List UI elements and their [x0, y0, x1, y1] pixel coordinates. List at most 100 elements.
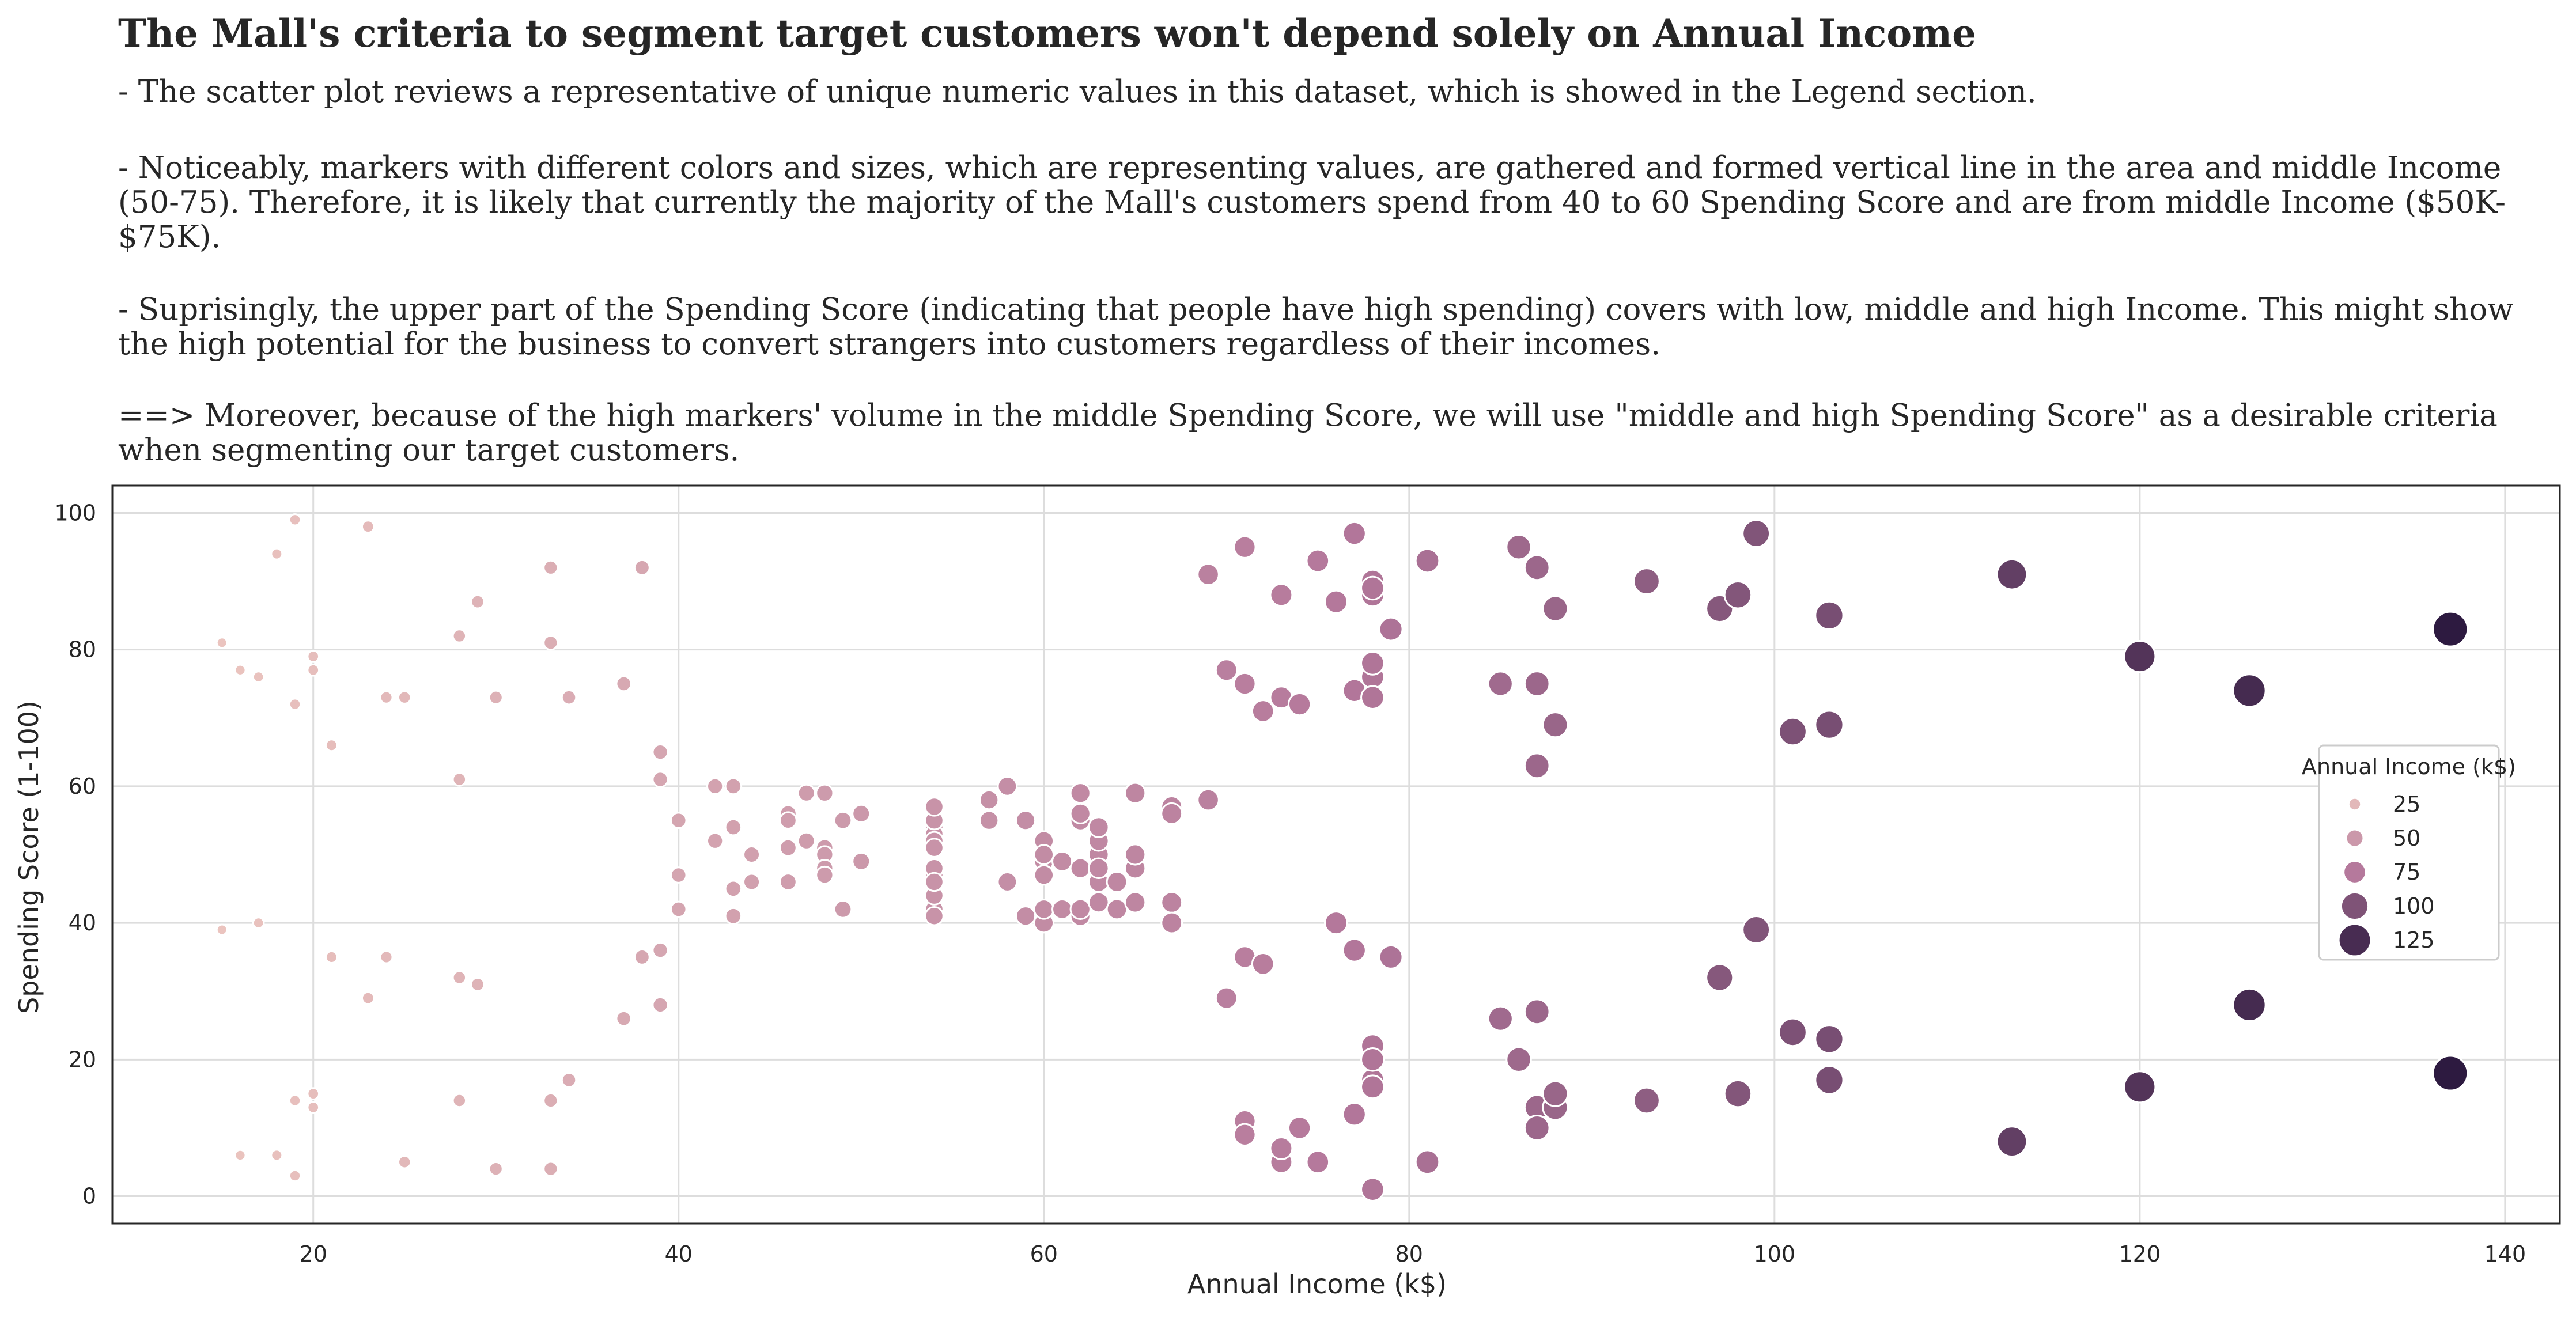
- scatter-point: [1742, 915, 1771, 944]
- x-axis-ticks: 20 40 60 80 100 120 140: [300, 1241, 2526, 1267]
- scatter-point: [706, 832, 724, 850]
- scatter-point: [1342, 521, 1367, 546]
- legend-marker: [2343, 860, 2367, 884]
- scatter-point: [833, 811, 853, 830]
- scatter-point: [1015, 906, 1037, 927]
- scatter-point: [452, 970, 467, 985]
- legend-entry-label: 25: [2393, 791, 2420, 817]
- scatter-point: [1069, 857, 1091, 879]
- scatter-point: [1342, 938, 1367, 963]
- scatter-point: [1360, 1047, 1385, 1072]
- description-paragraph-1: - The scatter plot reviews a representat…: [118, 74, 2037, 109]
- scatter-point: [1523, 1115, 1550, 1141]
- scatter-point: [1287, 1116, 1312, 1140]
- scatter-point: [324, 738, 338, 752]
- scatter-point: [361, 991, 375, 1005]
- scatter-point: [398, 1155, 412, 1169]
- scatter-point: [307, 1101, 320, 1114]
- scatter-point: [1742, 519, 1771, 548]
- x-tick-label: 120: [2119, 1241, 2161, 1267]
- plot-frame: [111, 484, 2561, 1225]
- scatter-point: [1360, 1074, 1385, 1100]
- scatter-point: [924, 797, 944, 817]
- y-axis-ticks: 0 20 40 60 80 100: [54, 500, 96, 1209]
- scatter-point: [1160, 911, 1183, 934]
- scatter-point: [669, 866, 687, 884]
- scatter-point: [252, 916, 265, 929]
- scatter-point: [2123, 639, 2157, 673]
- scatter-point: [288, 698, 302, 711]
- scatter-point: [706, 777, 724, 796]
- scatter-point: [1360, 575, 1385, 601]
- scatter-point: [924, 906, 944, 926]
- legend-entry-label: 125: [2393, 927, 2435, 953]
- scatter-point: [270, 547, 283, 560]
- scatter-point: [652, 743, 669, 761]
- scatter-point: [1306, 548, 1330, 573]
- scatter-point: [779, 873, 797, 891]
- scatter-point: [1106, 871, 1128, 893]
- y-tick-label: 80: [69, 637, 96, 662]
- y-tick-label: 60: [69, 774, 96, 799]
- scatter-point: [307, 663, 320, 677]
- scatter-point: [724, 907, 743, 925]
- scatter-point: [1523, 554, 1550, 581]
- scatter-point: [1814, 710, 1844, 740]
- scatter-point: [1051, 898, 1073, 920]
- scatter-point: [833, 900, 853, 919]
- scatter-point: [1160, 891, 1183, 914]
- scatter-point: [1505, 1046, 1532, 1073]
- scatter-point: [1069, 802, 1091, 824]
- scatter-point: [452, 772, 467, 787]
- y-tick-label: 20: [69, 1047, 96, 1072]
- legend-entry-label: 100: [2393, 893, 2435, 919]
- x-axis-label: Annual Income (k$): [1187, 1268, 1447, 1300]
- legend-entry-label: 75: [2393, 859, 2420, 885]
- x-tick-label: 60: [1030, 1241, 1058, 1267]
- scatter-point: [1069, 782, 1091, 804]
- scatter-point: [1632, 567, 1660, 595]
- scatter-point: [1197, 788, 1220, 812]
- scatter-point: [997, 872, 1018, 892]
- scatter-point: [1306, 1150, 1330, 1175]
- x-tick-label: 80: [1395, 1241, 1423, 1267]
- scatter-point: [1542, 595, 1569, 622]
- scatter-point: [978, 789, 1000, 811]
- scatter-point: [398, 690, 412, 705]
- scatter-point: [215, 637, 228, 649]
- scatter-point: [779, 811, 797, 830]
- scatter-point: [1033, 844, 1055, 865]
- legend-entry-label: 50: [2393, 825, 2420, 851]
- scatter-point: [324, 950, 338, 964]
- scatter-point: [361, 520, 375, 534]
- legend-marker: [2347, 797, 2362, 812]
- scatter-point: [615, 1010, 632, 1027]
- scatter-point: [1160, 802, 1183, 825]
- scatter-point: [307, 650, 320, 663]
- scatter-point: [234, 1149, 247, 1162]
- scatter-point: [1069, 898, 1091, 920]
- scatter-point: [288, 1094, 302, 1107]
- scatter-point: [379, 950, 394, 964]
- scatter-point: [1269, 583, 1293, 607]
- scatter-point: [1723, 580, 1753, 609]
- data-points: [215, 513, 2469, 1202]
- scatter-point: [815, 865, 834, 885]
- scatter-point: [1778, 717, 1807, 747]
- scatter-point: [1814, 1024, 1844, 1054]
- scatter-point: [252, 671, 265, 683]
- scatter-point: [924, 872, 944, 892]
- scatter-point: [470, 594, 485, 609]
- scatter-point: [1378, 616, 1404, 642]
- scatter-point: [1251, 952, 1275, 976]
- scatter-point: [615, 675, 632, 692]
- scatter-point: [1360, 685, 1385, 710]
- x-tick-label: 100: [1754, 1241, 1796, 1267]
- scatter-point: [288, 513, 302, 527]
- scatter-point: [1996, 1126, 2028, 1158]
- scatter-point: [1523, 998, 1550, 1025]
- scatter-point: [1487, 1005, 1514, 1032]
- scatter-point: [1505, 534, 1532, 560]
- scatter-point: [452, 628, 467, 643]
- scatter-point: [452, 1093, 467, 1108]
